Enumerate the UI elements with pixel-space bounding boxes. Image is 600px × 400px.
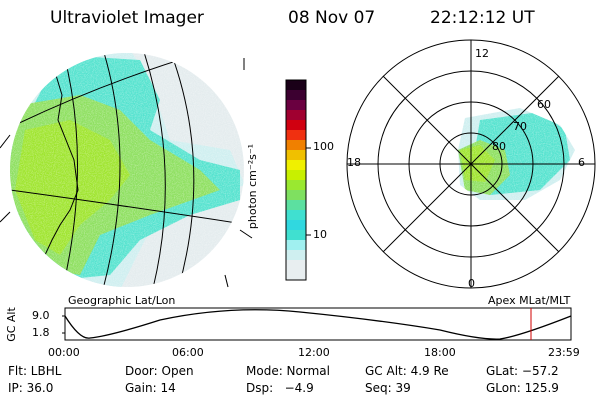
glat-label: GLat: −57.2 bbox=[486, 364, 559, 378]
colorbar-unit-label: photon cm⁻²s⁻¹ bbox=[246, 143, 260, 230]
altitude-xtick-0000: 00:00 bbox=[48, 346, 80, 359]
mlt-label-12: 12 bbox=[475, 47, 489, 60]
gc-alt-label: GC Alt: 4.9 Re bbox=[365, 364, 449, 378]
altitude-xtick-1800: 18:00 bbox=[424, 346, 456, 359]
altitude-xtick-0600: 06:00 bbox=[172, 346, 204, 359]
time-label: 22:12:12 UT bbox=[430, 8, 535, 28]
mlat-label-80: 80 bbox=[492, 140, 506, 153]
colorbar bbox=[285, 79, 311, 281]
date-label: 08 Nov 07 bbox=[288, 8, 376, 28]
door-label: Door: Open bbox=[125, 364, 194, 378]
altitude-ytick-1-8: 1.8 bbox=[32, 326, 50, 339]
mlt-label-0: 0 bbox=[468, 277, 475, 290]
glon-label: GLon: 125.9 bbox=[486, 381, 559, 395]
colorbar-tick-10: 10 bbox=[313, 228, 327, 241]
altitude-ytick-9: 9.0 bbox=[32, 309, 50, 322]
polar-mlat-mlt-plot bbox=[346, 39, 596, 289]
colorbar-tick-100: 100 bbox=[313, 140, 334, 153]
dsp-label: Dsp: −4.9 bbox=[246, 381, 314, 395]
altitude-plot bbox=[62, 307, 572, 341]
altitude-xtick-1200: 12:00 bbox=[298, 346, 330, 359]
mlt-label-6: 6 bbox=[578, 156, 585, 169]
mlat-label-70: 70 bbox=[513, 120, 527, 133]
mlat-label-60: 60 bbox=[537, 98, 551, 111]
seq-label: Seq: 39 bbox=[365, 381, 411, 395]
geographic-image bbox=[0, 53, 253, 288]
altitude-ylabel: GC Alt bbox=[4, 307, 18, 342]
gain-label: Gain: 14 bbox=[125, 381, 176, 395]
instrument-title: Ultraviolet Imager bbox=[50, 8, 204, 28]
geographic-caption: Geographic Lat/Lon bbox=[68, 294, 176, 307]
apex-caption: Apex MLat/MLT bbox=[488, 294, 571, 307]
flight-label: Flt: LBHL bbox=[8, 364, 62, 378]
ip-label: IP: 36.0 bbox=[8, 381, 54, 395]
altitude-xtick-2359: 23:59 bbox=[548, 346, 580, 359]
mode-label: Mode: Normal bbox=[246, 364, 330, 378]
mlt-label-18: 18 bbox=[347, 156, 361, 169]
